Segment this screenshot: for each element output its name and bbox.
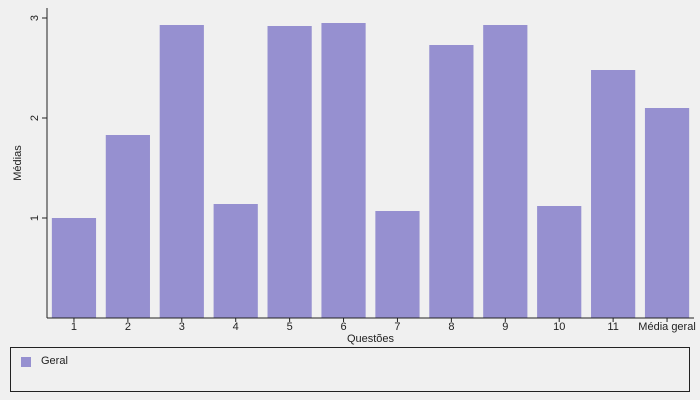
x-tick-label: 4 xyxy=(233,321,239,333)
x-tick-label: 3 xyxy=(179,321,185,333)
x-tick-label: 2 xyxy=(125,321,131,333)
bar-3 xyxy=(159,25,204,318)
bar-11 xyxy=(591,70,636,318)
bar-7 xyxy=(375,211,420,318)
bar-6 xyxy=(321,23,366,318)
legend-label-geral: Geral xyxy=(41,355,68,367)
bar-5 xyxy=(267,26,312,318)
y-tick-label: 2 xyxy=(29,115,41,121)
x-tick-label: Média geral xyxy=(638,321,695,333)
y-tick-label: 1 xyxy=(29,215,41,221)
legend: Geral xyxy=(10,347,690,392)
x-tick-label: 1 xyxy=(71,321,77,333)
bar-10 xyxy=(537,206,582,318)
y-tick-label: 3 xyxy=(29,15,41,21)
bar-chart: 1 2 3 1 2 3 4 5 6 7 8 9 10 11 Média geral Questões Média… xyxy=(12,8,696,345)
x-tick-label: 5 xyxy=(287,321,293,333)
bar-2 xyxy=(105,135,150,318)
x-axis-title: Questões xyxy=(347,333,395,345)
legend-swatch xyxy=(21,357,31,367)
x-tick-label: 7 xyxy=(394,321,400,333)
x-tick-label: 9 xyxy=(502,321,508,333)
bar-4 xyxy=(213,204,258,318)
x-tick-label: 11 xyxy=(607,321,618,333)
bar-8 xyxy=(429,45,474,318)
bar-1 xyxy=(51,218,97,318)
x-tick-label: 6 xyxy=(340,321,346,333)
x-tick-label: 8 xyxy=(448,321,454,333)
x-tick-label: 10 xyxy=(553,321,565,333)
bar-9 xyxy=(483,25,528,318)
bar-12 xyxy=(644,108,690,318)
y-axis-title: Médias xyxy=(12,145,24,181)
